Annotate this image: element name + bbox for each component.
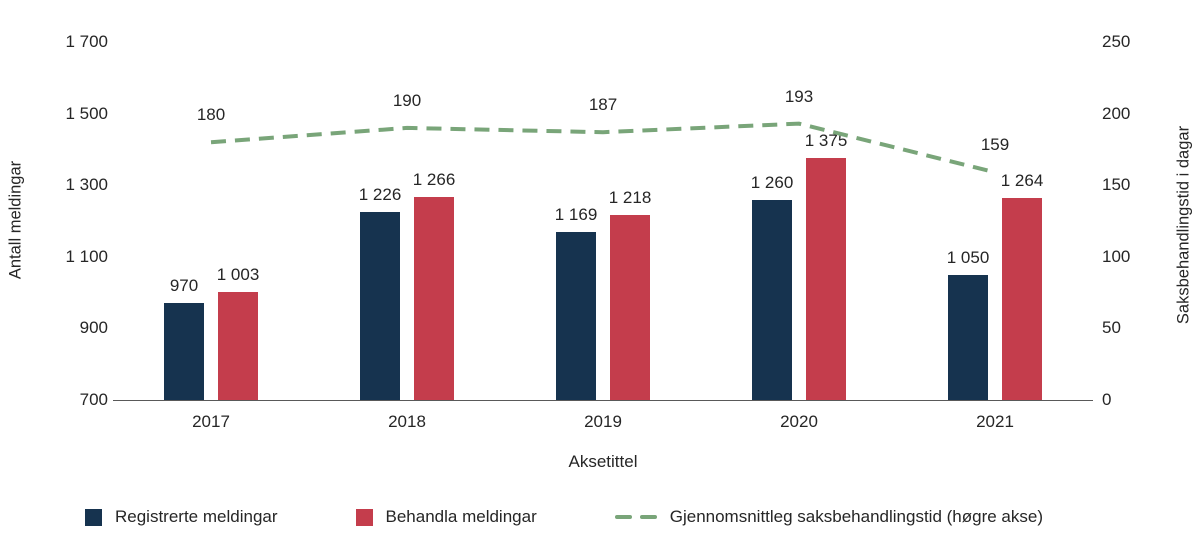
left-axis-tick: 900	[79, 318, 108, 338]
legend-item-3: Gjennomsnittleg saksbehandlingstid (høgr…	[614, 507, 1043, 527]
right-axis-ticks: 0 50 100 150 200 250	[1102, 32, 1172, 409]
legend-item-1: Registrerte meldingar	[85, 507, 278, 527]
trend-line	[210, 121, 996, 175]
x-tick-2018: 2018	[388, 412, 426, 431]
legend-label: Gjennomsnittleg saksbehandlingstid (høgr…	[669, 507, 1043, 526]
line-value-label: 187	[588, 95, 618, 115]
line-value-label: 159	[980, 135, 1010, 155]
right-axis-tick: 250	[1102, 32, 1131, 51]
legend-label: Registrerte meldingar	[115, 507, 278, 526]
x-axis-labels: 2017 2018 2019 2020 2021	[113, 412, 1093, 434]
bar-value-label: 1 003	[216, 264, 260, 284]
legend-dash	[614, 515, 632, 519]
x-tick-2019: 2019	[584, 412, 622, 431]
x-tick-2021: 2021	[976, 412, 1014, 431]
right-axis-tick: 200	[1102, 103, 1131, 123]
left-axis-ticks: 700 900 1 100 1 300 1 500 1 700	[40, 32, 108, 409]
left-axis-tick: 1 700	[65, 32, 108, 51]
legend-swatch-dashed-line	[614, 515, 657, 519]
bar-value-label: 1 218	[608, 187, 652, 207]
bar-value-label: 970	[169, 276, 199, 296]
bar-registrerte-2018	[360, 211, 400, 400]
plot-area: 970 1 226 1 169 1 260 1 050 1 003 1 266 1 218 1 …	[113, 42, 1093, 401]
bar-behandla-2019	[610, 214, 650, 400]
left-axis-title: Antall meldingar	[6, 160, 25, 280]
bar-value-label: 1 266	[412, 170, 456, 190]
left-axis-tick: 1 100	[65, 246, 108, 266]
right-axis-tick: 100	[1102, 246, 1131, 266]
trend-line-layer	[210, 121, 996, 175]
bar-value-label: 1 264	[1000, 171, 1044, 191]
bar-value-label: 1 260	[750, 172, 794, 192]
bar-value-label: 1 050	[946, 247, 990, 267]
line-value-label: 190	[392, 90, 422, 110]
right-axis-tick: 150	[1102, 175, 1131, 195]
bar-value-label: 1 226	[358, 184, 402, 204]
bar-registrerte-2021	[948, 274, 988, 400]
bar-behandla-2020	[806, 158, 846, 400]
bar-behandla-2017	[218, 291, 258, 400]
bar-value-label: 1 169	[554, 205, 598, 225]
bar-registrerte-2017	[164, 303, 204, 400]
x-tick-2017: 2017	[192, 412, 230, 431]
line-value-label: 193	[784, 86, 814, 106]
legend-item-2: Behandla meldingar	[355, 507, 537, 527]
bar-behandla-2021	[1002, 198, 1042, 400]
legend-label: Behandla meldingar	[385, 507, 537, 526]
bar-registrerte-2019	[556, 232, 596, 400]
x-axis-title: Aksetittel	[568, 452, 638, 471]
left-axis-tick: 1 500	[65, 103, 108, 123]
left-axis-tick: 1 300	[65, 175, 108, 195]
legend-swatch-square	[85, 508, 102, 526]
x-tick-2020: 2020	[780, 412, 818, 431]
legend: Registrerte meldingar Behandla meldingar G…	[85, 507, 1043, 527]
right-axis-tick: 50	[1102, 318, 1121, 338]
bar-value-label: 1 375	[804, 131, 848, 151]
legend-swatch-square	[355, 508, 373, 526]
line-value-label: 180	[196, 105, 226, 125]
right-axis-title: Saksbehandlingstid i dagar	[1174, 125, 1193, 325]
legend-dash	[639, 515, 657, 519]
right-axis-tick: 0	[1102, 390, 1112, 409]
bar-behandla-2018	[414, 197, 454, 400]
bar-registrerte-2020	[752, 199, 792, 400]
left-axis-tick: 700	[79, 390, 108, 409]
